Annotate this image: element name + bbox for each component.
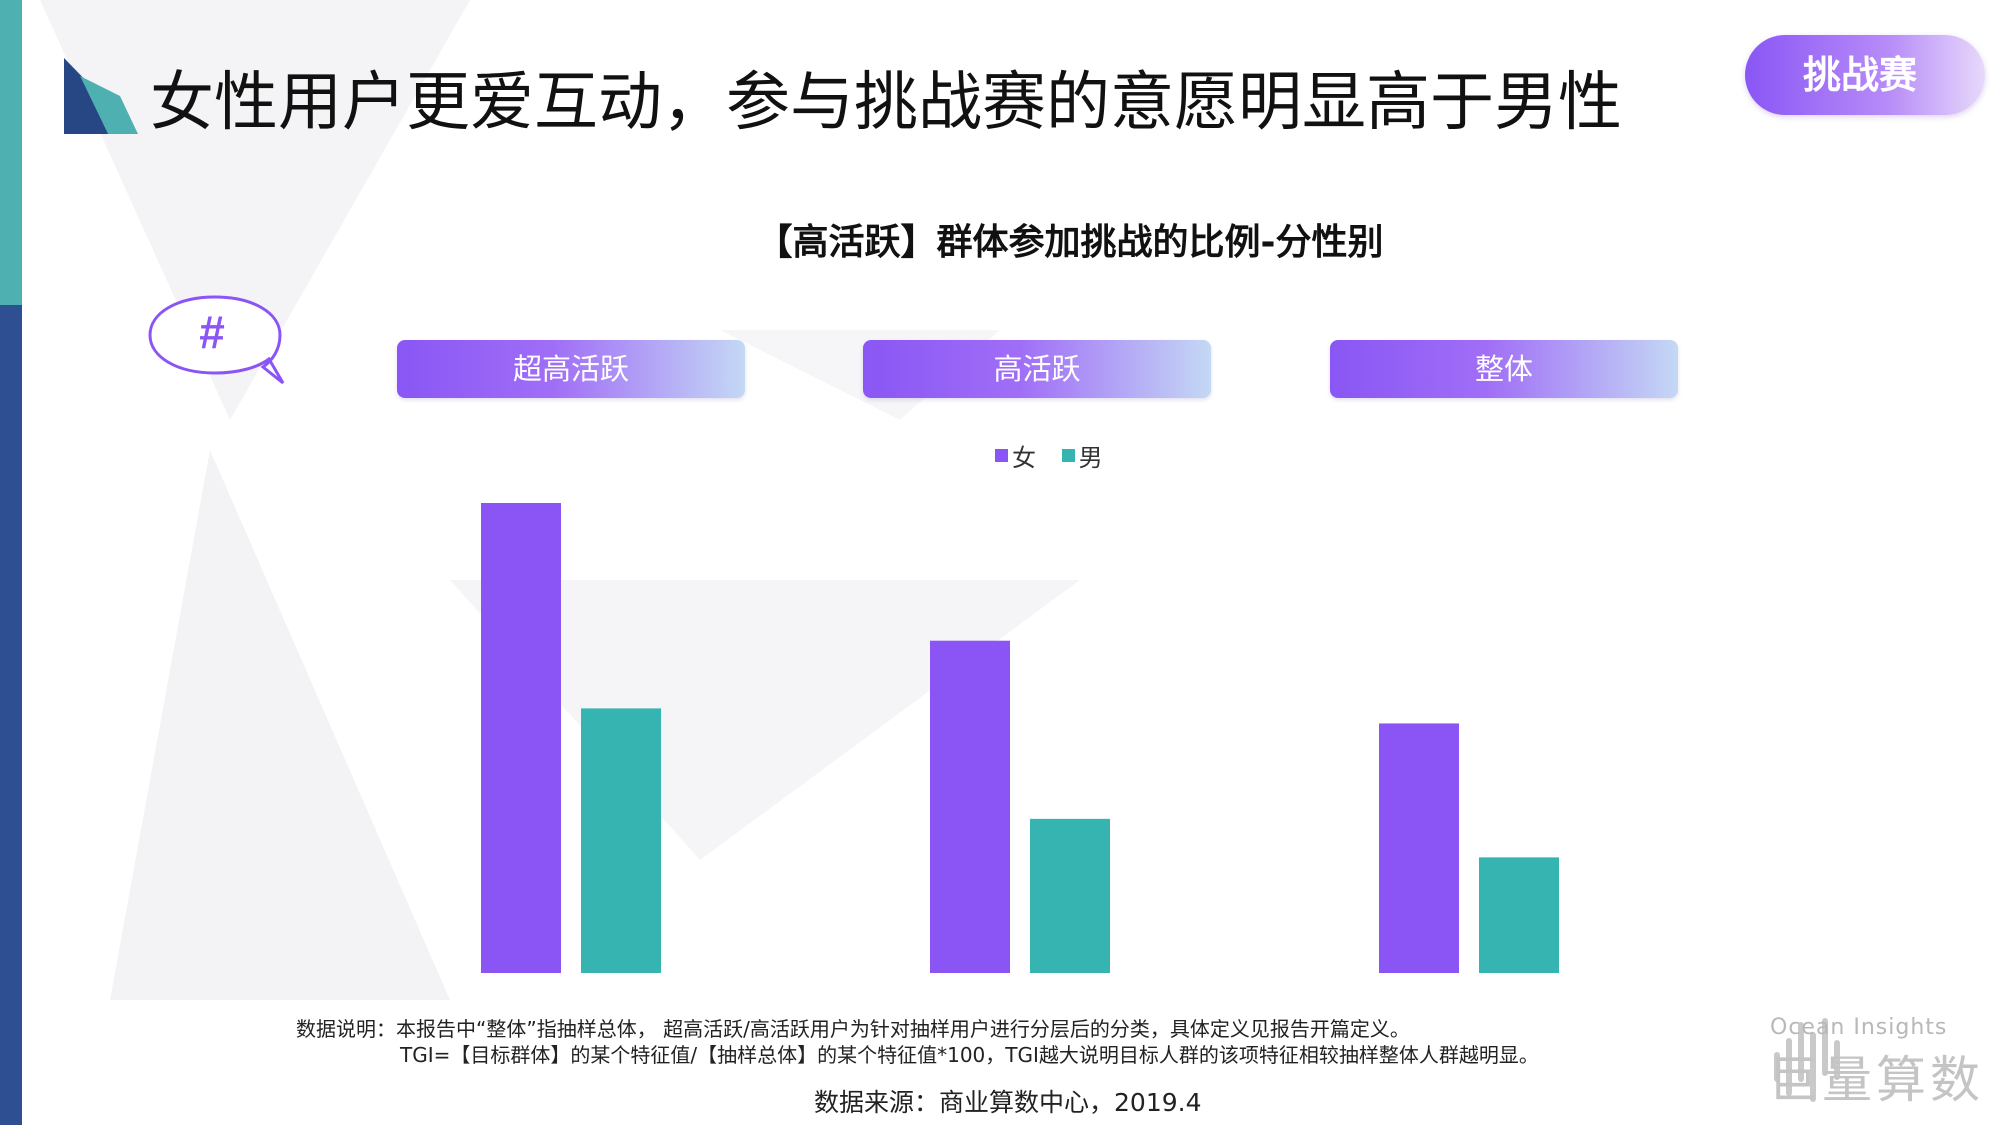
page-title: 女性用户更爱互动，参与挑战赛的意愿明显高于男性	[150, 66, 1622, 140]
data-note-line-2: TGI=【目标群体】的某个特征值/【抽样总体】的某个特征值*100，TGI越大说…	[400, 1043, 1539, 1067]
bar-male-2	[1479, 857, 1559, 973]
chart-title: 【高活跃】群体参加挑战的比例-分性别	[756, 222, 1384, 263]
bar-male-0	[581, 708, 661, 973]
legend-swatch-male	[1061, 449, 1075, 462]
logo-icon	[64, 58, 138, 134]
bar-female-2	[1379, 723, 1459, 973]
group-label-overall: 整体	[1330, 340, 1678, 398]
legend-item-female: 女	[995, 438, 1036, 473]
hashtag-bubble-icon: #	[148, 295, 285, 385]
brand-bars-icon	[1774, 1018, 1840, 1102]
bar-female-0	[481, 503, 561, 973]
chart-legend: 女 男	[995, 438, 1121, 473]
data-note-line-1: 数据说明：本报告中“整体”指抽样总体， 超高活跃/高活跃用户为针对抽样用户进行分…	[296, 1017, 1410, 1041]
data-source: 数据来源：商业算数中心，2019.4	[814, 1088, 1202, 1117]
group-label-high-active: 高活跃	[863, 340, 1211, 398]
side-accent-bar-bottom	[0, 305, 22, 1125]
group-label-super-active: 超高活跃	[397, 340, 745, 398]
legend-swatch-female	[995, 449, 1008, 462]
side-accent-bar-top	[0, 0, 22, 305]
brand-name-en: Ocean Insights	[1770, 1015, 1948, 1040]
brand-name-cn: 巨量算数	[1768, 1051, 1984, 1109]
data-note: 数据说明：本报告中“整体”指抽样总体， 超高活跃/高活跃用户为针对抽样用户进行分…	[296, 1016, 1539, 1068]
legend-label-male: 男	[1078, 444, 1103, 472]
challenge-tag-badge: 挑战赛	[1745, 35, 1985, 115]
hashtag-symbol: #	[199, 306, 225, 358]
bar-male-1	[1030, 818, 1110, 973]
legend-label-female: 女	[1012, 444, 1036, 472]
legend-item-male: 男	[1061, 438, 1103, 473]
bar-female-1	[930, 640, 1010, 973]
